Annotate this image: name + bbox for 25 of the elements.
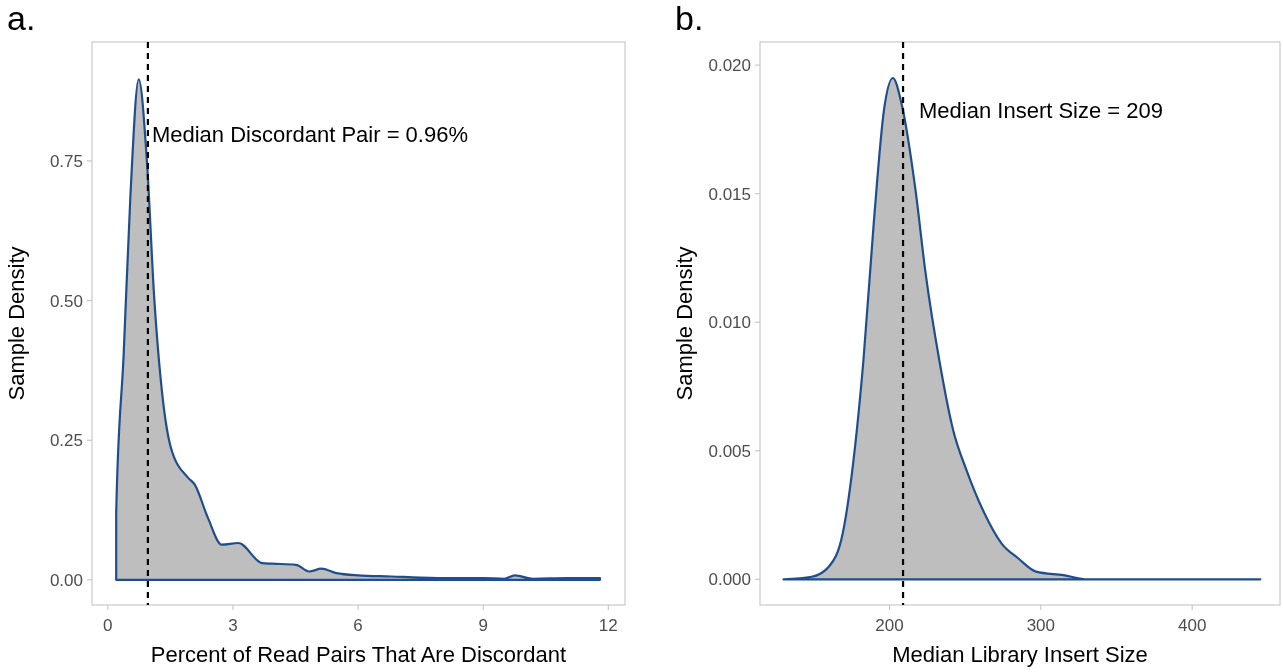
x-tick-label: 9: [478, 616, 488, 635]
x-tick-label: 3: [228, 616, 238, 635]
x-tick-label: 12: [598, 616, 618, 635]
y-tick-label: 0.25: [49, 431, 83, 451]
chart-title: b.: [675, 0, 704, 37]
y-tick-label: 0.010: [708, 313, 751, 333]
y-tick-label: 0.75: [49, 151, 83, 171]
x-tick-label: 300: [1026, 616, 1055, 635]
y-axis-title: Sample Density: [672, 246, 697, 401]
y-tick-label: 0.015: [708, 184, 751, 204]
ref-line-label: Median Insert Size = 209: [919, 98, 1164, 123]
y-tick-label: 0.005: [708, 441, 751, 461]
y-tick-label: 0.50: [49, 291, 83, 311]
y-tick-label: 0.020: [708, 56, 751, 76]
ref-line-label: Median Discordant Pair = 0.96%: [151, 122, 469, 147]
y-tick-label: 0.00: [49, 570, 83, 590]
x-tick-label: 200: [875, 616, 904, 635]
chart-title: a.: [7, 0, 36, 37]
x-tick-label: 6: [353, 616, 363, 635]
x-axis-title: Median Library Insert Size: [892, 642, 1148, 667]
x-tick-label: 0: [103, 616, 113, 635]
x-axis-title: Percent of Read Pairs That Are Discordant: [150, 642, 567, 667]
y-axis-title: Sample Density: [4, 246, 29, 401]
y-tick-label: 0.000: [708, 570, 751, 590]
x-tick-label: 400: [1178, 616, 1207, 635]
